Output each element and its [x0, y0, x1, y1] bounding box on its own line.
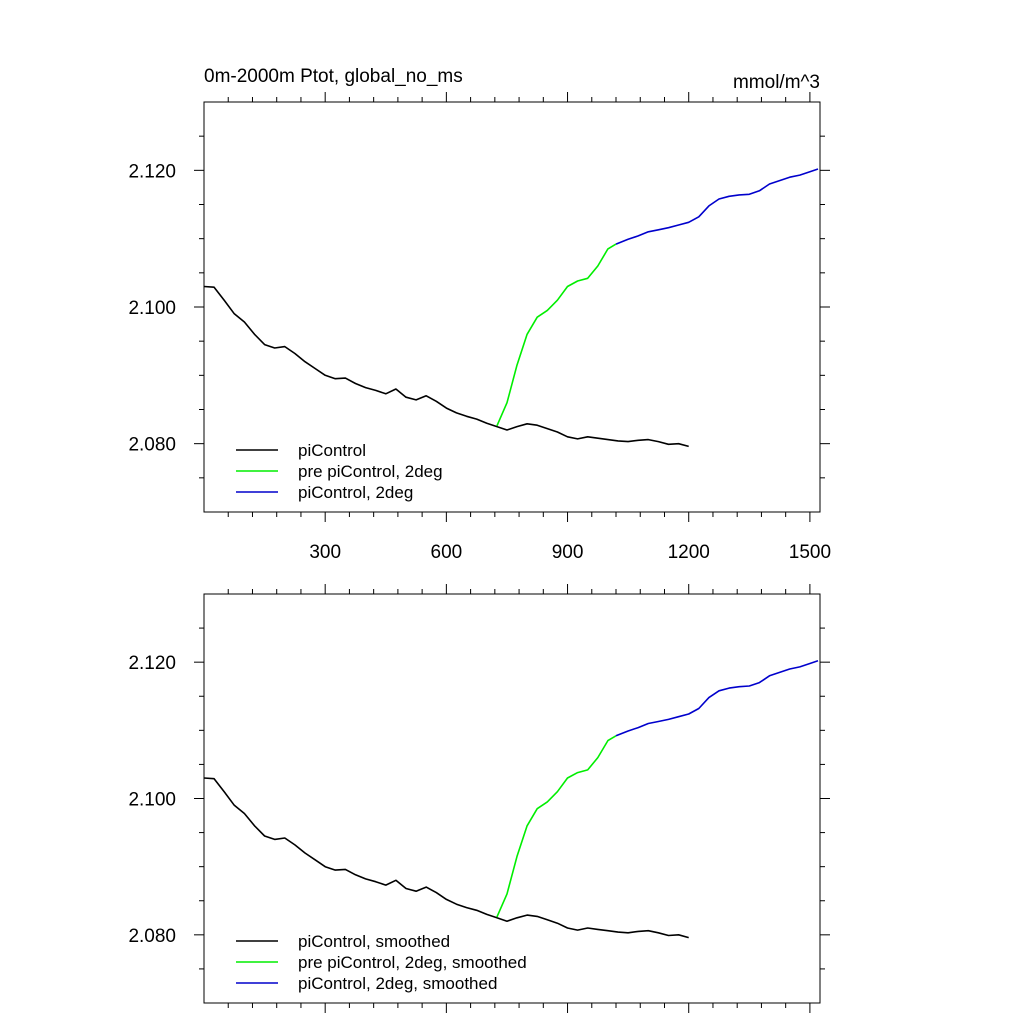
y-tick-label: 2.080	[128, 926, 176, 947]
series-line-2	[496, 735, 617, 918]
y-tick-label: 2.120	[128, 653, 176, 674]
chart-panel-2: 2.080 2.100 2.120 piControl, smoothed pre pi…	[128, 584, 830, 1013]
chart-panel-1: 2.080 2.100 2.120 300 600 900 1200 1500 0m-2000m…	[128, 66, 831, 563]
series-line-2	[496, 243, 617, 427]
legend-label-2: pre piControl, 2deg	[298, 462, 443, 481]
x-tick-label: 1500	[789, 542, 831, 563]
y-tick-label: 2.100	[128, 790, 176, 811]
series-line-3	[615, 168, 819, 245]
series-line-1	[203, 777, 689, 939]
x-tick-label: 300	[309, 542, 341, 563]
y-tick-label: 2.120	[128, 161, 176, 182]
legend-label-1: piControl	[298, 441, 366, 460]
legend-label-3: piControl, 2deg	[298, 483, 413, 502]
series-line-3	[615, 660, 819, 737]
x-tick-label: 900	[552, 542, 584, 563]
plot-frame	[203, 593, 821, 1004]
legend-label-2: pre piControl, 2deg, smoothed	[298, 953, 527, 972]
chart-title: 0m-2000m Ptot, global_no_ms	[204, 66, 463, 87]
legend-label-3: piControl, 2deg, smoothed	[298, 974, 497, 993]
x-tick-label: 600	[431, 542, 463, 563]
plot-frame	[203, 101, 821, 513]
x-tick-label: 1200	[668, 542, 710, 563]
y-tick-label: 2.080	[128, 435, 176, 456]
legend-label-1: piControl, smoothed	[298, 932, 450, 951]
units-label: mmol/m^3	[733, 72, 820, 93]
y-tick-label: 2.100	[128, 298, 176, 319]
series-line-1	[203, 285, 689, 448]
